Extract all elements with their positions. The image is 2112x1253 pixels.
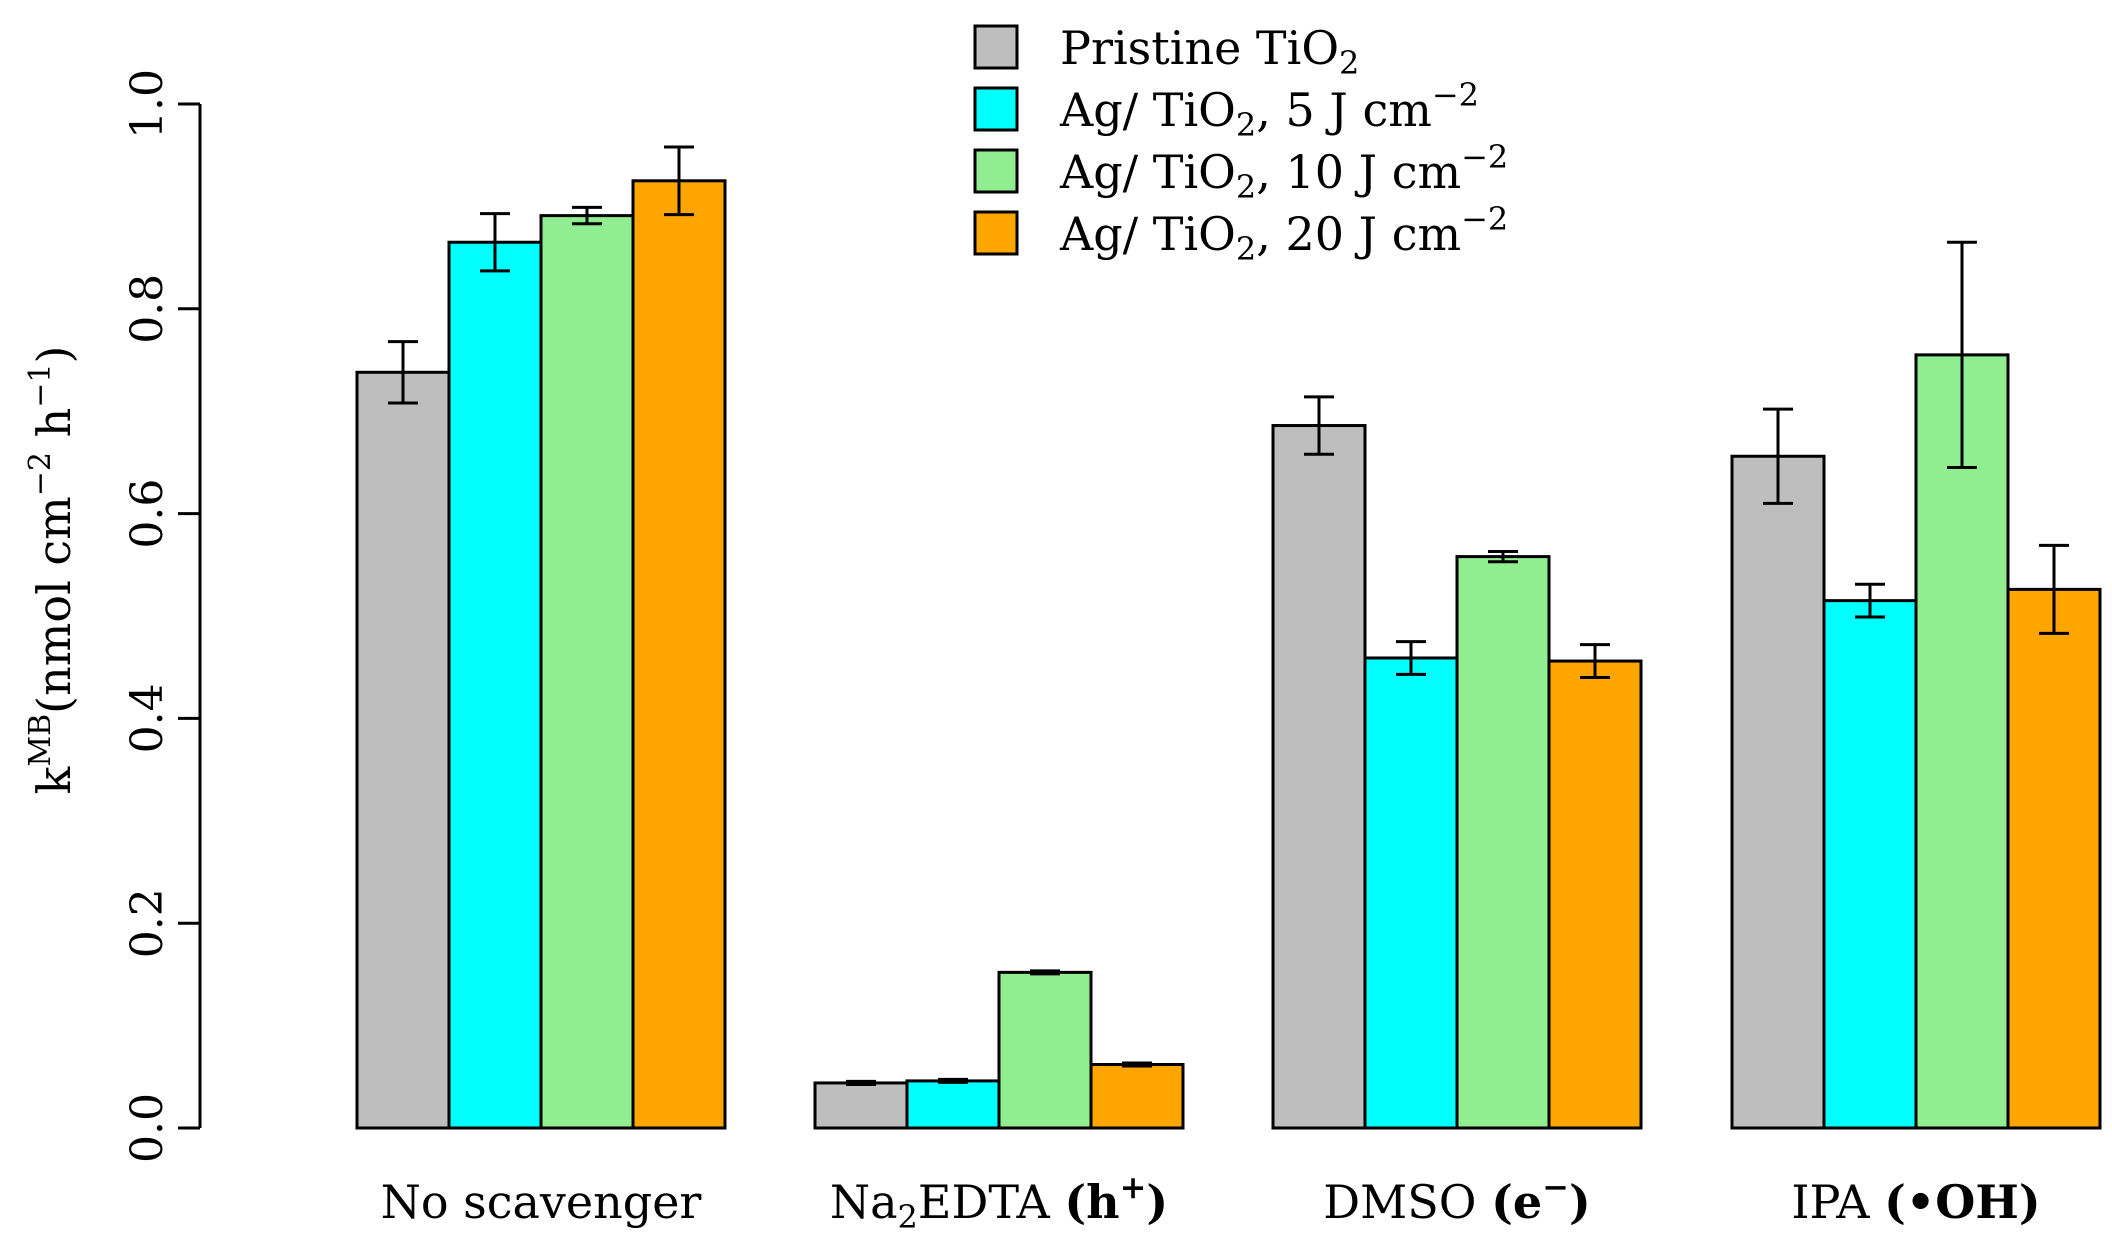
- y-tick-label: 0.0: [122, 1093, 173, 1163]
- bar-series-3-cat-1: [1089, 1063, 1185, 1130]
- legend-swatch-3: [973, 210, 1019, 256]
- error-bar-series-0-cat-2: [1304, 395, 1334, 456]
- y-tick-label: 0.6: [122, 479, 173, 549]
- legend-swatch-1: [973, 86, 1019, 132]
- bar-series-1-cat-3: [1822, 599, 1918, 1130]
- bar-series-0-cat-0: [355, 370, 451, 1130]
- y-tick-label: 0.4: [122, 683, 173, 753]
- legend-label-3: Ag/ TiO2, 20 J cm−2: [1059, 200, 1508, 268]
- bar-series-1-cat-1: [905, 1079, 1001, 1130]
- bar-series-2-cat-0: [539, 214, 635, 1130]
- legend-label-2: Ag/ TiO2, 10 J cm−2: [1059, 138, 1508, 206]
- error-bar-series-3-cat-0: [664, 145, 694, 217]
- y-axis: 0.0 0.2 0.4 0.6 0.8 1.0: [122, 69, 202, 1163]
- error-bar-series-3-cat-3: [2039, 543, 2069, 635]
- error-bar-series-1-cat-2: [1396, 640, 1426, 676]
- error-bar-series-2-cat-2: [1488, 549, 1518, 564]
- y-axis-label: kMB(nmol cm−2 h−1): [23, 346, 81, 795]
- bar-series-3-cat-0: [631, 179, 727, 1130]
- bar-series-2-cat-2: [1455, 555, 1551, 1130]
- y-axis-title: kMB(nmol cm−2 h−1): [23, 346, 81, 795]
- error-bar-series-1-cat-3: [1855, 582, 1885, 619]
- bar-series-0-cat-3: [1730, 454, 1826, 1130]
- bar-series-2-cat-1: [997, 970, 1093, 1130]
- category-label-1: Na2EDTA (h+): [830, 1168, 1168, 1236]
- y-tick-label: 0.2: [122, 888, 173, 958]
- bar-series-1-cat-0: [447, 240, 543, 1130]
- error-bar-series-1-cat-0: [480, 212, 510, 273]
- legend-label-1: Ag/ TiO2, 5 J cm−2: [1059, 76, 1479, 144]
- error-bar-series-0-cat-3: [1763, 407, 1793, 505]
- category-label-3: IPA (•OH): [1791, 1175, 2040, 1229]
- bar-series-3-cat-2: [1547, 659, 1643, 1130]
- error-bar-series-1-cat-1: [938, 1077, 968, 1084]
- error-bar-series-2-cat-1: [1030, 969, 1060, 976]
- category-label-0: No scavenger: [381, 1175, 702, 1229]
- bar-series-1-cat-2: [1363, 656, 1459, 1130]
- legend-label-0: Pristine TiO2: [1060, 21, 1359, 82]
- bars: [355, 179, 2102, 1130]
- legend-swatch-2: [973, 148, 1019, 194]
- bar-series-3-cat-3: [2006, 587, 2102, 1130]
- bar-series-2-cat-3: [1914, 353, 2010, 1130]
- error-bar-series-3-cat-2: [1580, 643, 1610, 679]
- category-label-2: DMSO (e−): [1323, 1168, 1590, 1229]
- bar-series-0-cat-1: [813, 1081, 909, 1130]
- y-tick-label: 1.0: [122, 69, 173, 139]
- category-labels: No scavenger Na2EDTA (h+) DMSO (e−) IPA (•O…: [381, 1168, 2041, 1236]
- error-bar-series-0-cat-1: [846, 1079, 876, 1086]
- error-bars: [388, 145, 2069, 1086]
- bar-series-0-cat-2: [1271, 424, 1367, 1130]
- y-tick-label: 0.8: [122, 274, 173, 344]
- error-bar-series-3-cat-1: [1122, 1061, 1152, 1068]
- error-bar-series-2-cat-3: [1947, 240, 1977, 470]
- error-bar-series-2-cat-0: [572, 205, 602, 226]
- error-bar-series-0-cat-0: [388, 340, 418, 405]
- legend-swatch-0: [973, 24, 1019, 70]
